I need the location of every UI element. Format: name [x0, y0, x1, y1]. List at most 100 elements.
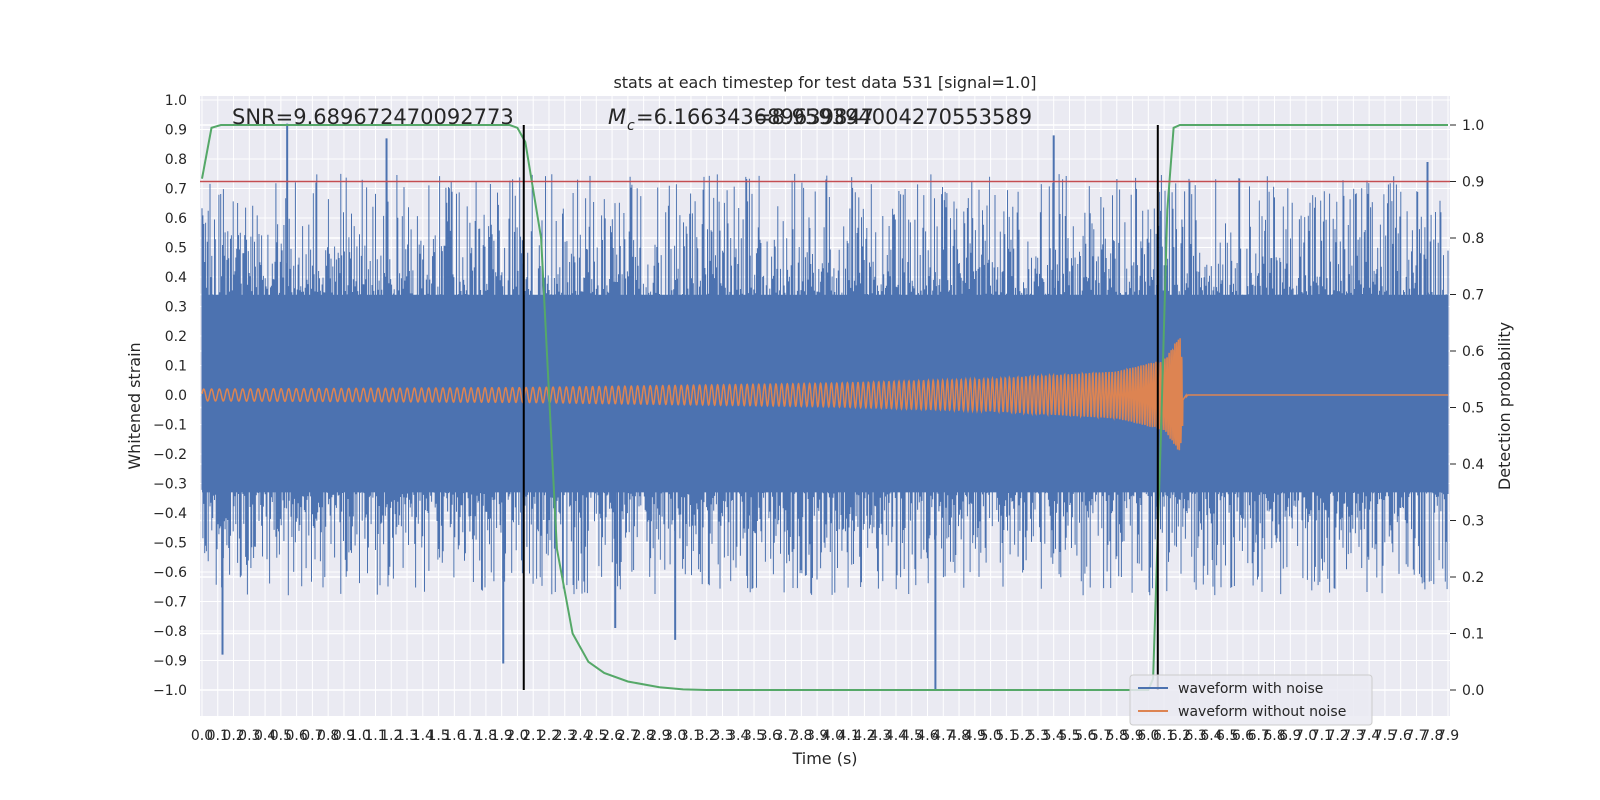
y-tick-label: 0.7 — [165, 182, 187, 198]
snr-annotation: SNR=9.689672470092773 — [232, 105, 514, 129]
y-tick-label: 1.0 — [165, 93, 187, 109]
x-tick-label: 4.5 — [901, 728, 923, 744]
y-tick-label: −0.7 — [153, 595, 187, 611]
x-tick-label: 1.8 — [475, 728, 497, 744]
x-tick-label: 5.4 — [1043, 728, 1065, 744]
x-tick-label: 1.5 — [427, 728, 449, 744]
y-tick-label: −0.5 — [153, 536, 187, 552]
x-tick-label: 2.8 — [632, 728, 654, 744]
x-tick-label: 7.5 — [1374, 728, 1396, 744]
x-tick-label: 0.6 — [286, 728, 308, 744]
x-tick-label: 2.0 — [506, 728, 528, 744]
x-tick-label: 6.6 — [1232, 728, 1254, 744]
x-tick-label: 4.4 — [885, 728, 907, 744]
x-tick-label: 1.1 — [364, 728, 386, 744]
x-tick-label: 3.8 — [790, 728, 812, 744]
x-tick-label: 0.4 — [254, 728, 276, 744]
x-axis-label: Time (s) — [791, 749, 857, 768]
x-tick-label: 3.5 — [743, 728, 765, 744]
x-tick-label: 6.9 — [1279, 728, 1301, 744]
x-tick-label: 7.4 — [1358, 728, 1380, 744]
x-tick-label: 6.8 — [1263, 728, 1285, 744]
x-tick-label: 1.9 — [491, 728, 513, 744]
y-tick-label: 0.8 — [165, 152, 187, 168]
x-tick-label: 4.2 — [853, 728, 875, 744]
y-tick-label: −0.1 — [153, 418, 187, 434]
x-tick-label: 5.3 — [1027, 728, 1049, 744]
x-tick-label: 7.6 — [1390, 728, 1412, 744]
x-tick-label: 6.4 — [1200, 728, 1222, 744]
legend-label-clean: waveform without noise — [1178, 704, 1346, 720]
x-tick-label: 7.3 — [1342, 728, 1364, 744]
x-tick-label: 3.2 — [696, 728, 718, 744]
y-tick-label: −1.0 — [153, 683, 187, 699]
series-detection-probability — [201, 124, 1448, 691]
x-tick-label: 7.7 — [1405, 728, 1427, 744]
y-tick-label: 0.9 — [165, 123, 187, 139]
x-tick-label: 1.0 — [349, 728, 371, 744]
x-tick-label: 2.7 — [617, 728, 639, 744]
x-tick-label: 7.2 — [1326, 728, 1348, 744]
x-tick-label: 4.3 — [869, 728, 891, 744]
x-tick-label: 4.6 — [916, 728, 938, 744]
mc-symbol: M — [608, 105, 626, 129]
x-tick-label: 2.6 — [601, 728, 623, 744]
mc-value-b: =8.959394004270553589 — [754, 105, 1032, 129]
probability-trace — [201, 124, 1448, 691]
x-tick-label: 5.6 — [1074, 728, 1096, 744]
y2-tick-label: 0.9 — [1462, 175, 1484, 191]
y2-axis-label: Detection probability — [1495, 322, 1514, 490]
x-tick-label: 4.8 — [948, 728, 970, 744]
reference-lines — [200, 125, 1450, 690]
x-tick-label: 2.5 — [585, 728, 607, 744]
x-tick-label: 6.7 — [1248, 728, 1270, 744]
x-tick-label: 6.0 — [1137, 728, 1159, 744]
y-tick-label: 0.2 — [165, 329, 187, 345]
y2-tick-label: 0.5 — [1462, 401, 1484, 417]
x-tick-label: 4.1 — [838, 728, 860, 744]
chart-title: stats at each timestep for test data 531… — [613, 73, 1036, 92]
x-tick-label: 7.0 — [1295, 728, 1317, 744]
x-tick-labels: 0.00.10.20.30.40.50.60.70.80.91.01.11.21… — [191, 728, 1459, 744]
x-tick-label: 1.7 — [459, 728, 481, 744]
x-tick-label: 4.7 — [932, 728, 954, 744]
y2-tick-label: 0.1 — [1462, 627, 1484, 643]
x-tick-label: 4.9 — [964, 728, 986, 744]
x-tick-label: 3.4 — [727, 728, 749, 744]
y2-tick-label: 0.8 — [1462, 231, 1484, 247]
y2-tick-label: 0.0 — [1462, 683, 1484, 699]
x-tick-label: 3.1 — [680, 728, 702, 744]
x-tick-label: 2.2 — [538, 728, 560, 744]
chirp-mass-annotation: M c =6.166343689639847 =8.95939400427055… — [608, 105, 1032, 134]
x-tick-label: 1.2 — [380, 728, 402, 744]
x-tick-label: 0.9 — [333, 728, 355, 744]
y-tick-label: −0.4 — [153, 506, 187, 522]
series-waveform-without-noise — [201, 338, 1448, 451]
y-tick-label: −0.2 — [153, 447, 187, 463]
x-tick-label: 0.7 — [301, 728, 323, 744]
y-tick-labels: 1.0 0.9 0.8 0.7 0.6 0.5 0.4 0.3 0.2 0.1 0.0 −0.1 −0.… — [153, 93, 187, 699]
x-tick-label: 5.2 — [1011, 728, 1033, 744]
x-tick-label: 5.5 — [1058, 728, 1080, 744]
x-tick-label: 0.1 — [207, 728, 229, 744]
x-tick-label: 3.6 — [759, 728, 781, 744]
y2-tick-label: 0.7 — [1462, 288, 1484, 304]
x-tick-label: 5.8 — [1106, 728, 1128, 744]
x-tick-label: 7.1 — [1311, 728, 1333, 744]
legend: waveform with noise waveform without noi… — [1129, 674, 1373, 726]
x-tick-label: 3.9 — [806, 728, 828, 744]
y-tick-label: 0.0 — [165, 388, 187, 404]
x-tick-label: 0.8 — [317, 728, 339, 744]
y-tick-label: −0.6 — [153, 565, 187, 581]
y-tick-label: 0.5 — [165, 241, 187, 257]
x-tick-label: 5.9 — [1121, 728, 1143, 744]
x-tick-label: 5.1 — [995, 728, 1017, 744]
mc-value-a: =6.166343689639847 — [636, 105, 874, 129]
x-tick-label: 0.3 — [238, 728, 260, 744]
x-tick-label: 3.7 — [774, 728, 796, 744]
legend-box — [1129, 674, 1373, 726]
y2-tick-labels: 1.0 0.9 0.8 0.7 0.6 0.5 0.4 0.3 0.2 0.1 0.0 — [1462, 118, 1484, 699]
x-tick-label: 2.1 — [522, 728, 544, 744]
x-tick-label: 4.0 — [822, 728, 844, 744]
x-tick-label: 1.4 — [412, 728, 434, 744]
